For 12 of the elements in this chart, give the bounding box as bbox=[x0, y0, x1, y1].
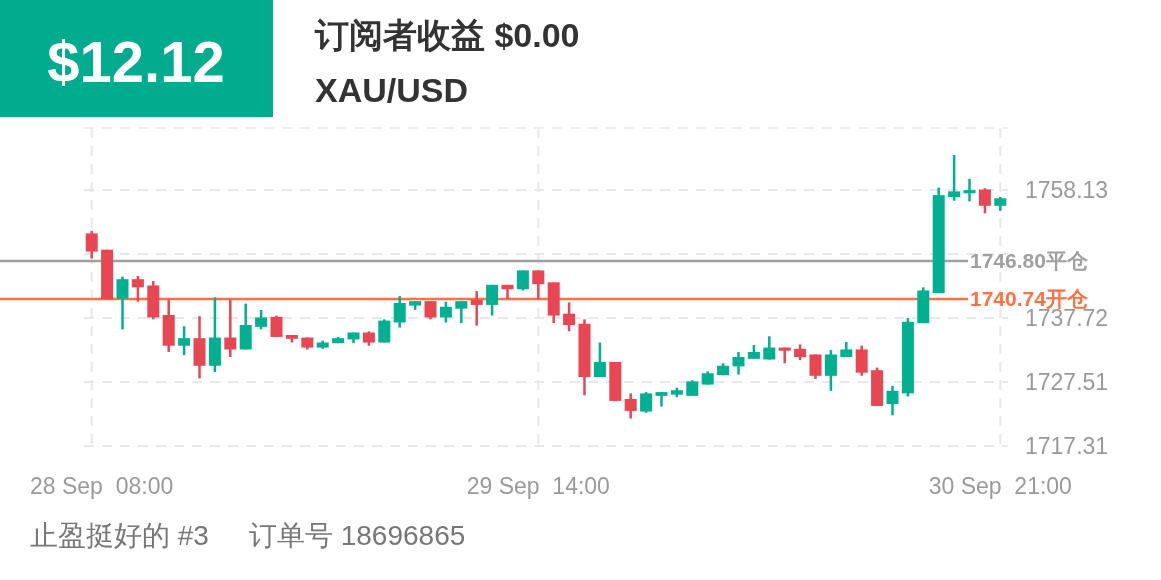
y-tick-label: 1717.31 bbox=[1025, 433, 1109, 459]
text: $12.12 bbox=[47, 29, 225, 94]
ref-line-label: 1746.80平仓 bbox=[970, 249, 1089, 272]
x-tick-label: 29 Sep 14:00 bbox=[466, 473, 610, 499]
text: 止盈挺好的 #3 bbox=[30, 520, 209, 551]
y-tick-label: 1758.13 bbox=[1025, 176, 1109, 203]
chart-subtitle: XAU/USD bbox=[315, 71, 469, 109]
chart-title: 订阅者收益 $0.00 bbox=[314, 16, 580, 54]
y-tick-label: 1727.51 bbox=[1025, 369, 1109, 396]
x-tick-label: 30 Sep 21:00 bbox=[928, 473, 1072, 499]
text: 订单号 18696865 bbox=[248, 520, 466, 551]
x-tick-label: 28 Sep 08:00 bbox=[30, 473, 174, 499]
